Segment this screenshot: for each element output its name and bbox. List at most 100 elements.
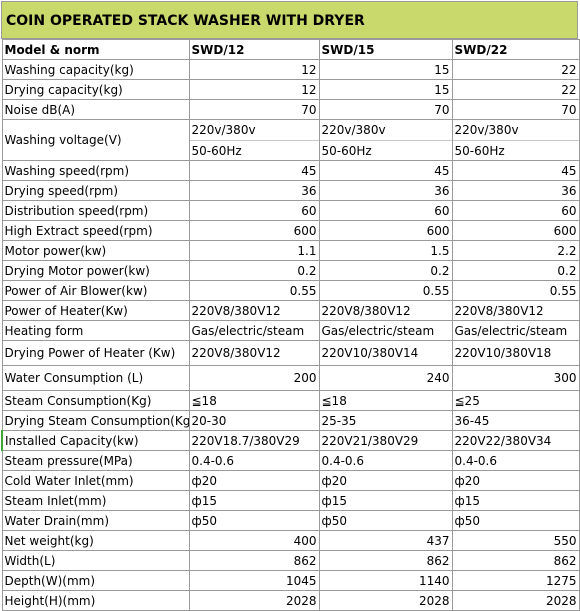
row-label: Steam pressure(MPa) bbox=[1, 450, 190, 471]
row-value: 0.55 bbox=[318, 280, 453, 301]
row-value: 70 bbox=[318, 99, 453, 120]
table-row: Drying Steam Consumption(Kg) 20-30 25-35 36… bbox=[1, 410, 580, 431]
row-value: 70 bbox=[451, 99, 580, 120]
row-label: Washing speed(rpm) bbox=[1, 160, 190, 181]
row-value: 25-35 bbox=[318, 410, 453, 431]
row-label: Depth(W)(mm) bbox=[1, 570, 190, 591]
table-row: Drying speed(rpm) 36 36 36 bbox=[1, 180, 580, 201]
row-value: 220V10/380V18 bbox=[451, 340, 580, 366]
row-value: ≦18 bbox=[318, 390, 453, 411]
row-value: 1275 bbox=[451, 570, 580, 591]
row-value: ≦25 bbox=[451, 390, 580, 411]
row-value: 1045 bbox=[188, 570, 320, 591]
table-row: High Extract speed(rpm) 600 600 600 bbox=[1, 220, 580, 241]
row-value: 0.4-0.6 bbox=[318, 450, 453, 471]
row-value: 600 bbox=[451, 220, 580, 241]
row-value-line: 50-60Hz bbox=[320, 140, 451, 160]
row-value: 36-45 bbox=[451, 410, 580, 431]
table-row: Steam pressure(MPa) 0.4-0.6 0.4-0.6 0.4-0.6 bbox=[1, 450, 580, 471]
table-row: Washing speed(rpm) 45 45 45 bbox=[1, 160, 580, 181]
row-value: 36 bbox=[188, 180, 320, 201]
row-value: 22 bbox=[451, 79, 580, 100]
row-value: ф15 bbox=[318, 490, 453, 511]
row-label: Water Drain(mm) bbox=[1, 510, 190, 531]
row-value-line: 50-60Hz bbox=[453, 140, 578, 160]
row-label: Width(L) bbox=[1, 550, 190, 571]
table-header-row: Model & norm SWD/12 SWD/15 SWD/22 bbox=[1, 39, 580, 60]
row-label: Drying capacity(kg) bbox=[1, 79, 190, 100]
table-row: Steam Consumption(Kg) ≦18 ≦18 ≦25 bbox=[1, 390, 580, 411]
row-value: 220V22/380V34 bbox=[451, 430, 580, 451]
row-value: 220V8/380V12 bbox=[318, 300, 453, 321]
row-value: 220V8/380V12 bbox=[188, 340, 320, 366]
row-value: 12 bbox=[188, 59, 320, 80]
row-value: 70 bbox=[188, 99, 320, 120]
row-value: 60 bbox=[188, 200, 320, 221]
row-label: Drying speed(rpm) bbox=[1, 180, 190, 201]
row-label: Steam Inlet(mm) bbox=[1, 490, 190, 511]
row-value: 15 bbox=[318, 59, 453, 80]
table-row: Heating form Gas/electric/steam Gas/electr… bbox=[1, 320, 580, 341]
row-value: 200 bbox=[188, 365, 320, 391]
row-label: Height(H)(mm) bbox=[1, 590, 190, 611]
row-value: 2028 bbox=[451, 590, 580, 611]
row-label: Water Consumption (L) bbox=[1, 365, 190, 391]
row-label: Net weight(kg) bbox=[1, 530, 190, 551]
table-row: Drying capacity(kg) 12 15 22 bbox=[1, 79, 580, 100]
row-value: ф20 bbox=[451, 470, 580, 491]
row-label: Motor power(kw) bbox=[1, 240, 190, 261]
sheet-title: COIN OPERATED STACK WASHER WITH DRYER bbox=[1, 1, 578, 39]
row-value: 20-30 bbox=[188, 410, 320, 431]
row-value: Gas/electric/steam bbox=[451, 320, 580, 341]
table-row: Drying Motor power(kw) 0.2 0.2 0.2 bbox=[1, 260, 580, 281]
row-value: 0.55 bbox=[451, 280, 580, 301]
table-row: Power of Heater(Kw) 220V8/380V12 220V8/380… bbox=[1, 300, 580, 321]
row-value: 862 bbox=[451, 550, 580, 571]
row-value: 2.2 bbox=[451, 240, 580, 261]
row-value: 220v/380v 50-60Hz bbox=[188, 119, 320, 161]
row-value-line: 220v/380v bbox=[321, 123, 386, 137]
row-value: 600 bbox=[318, 220, 453, 241]
row-value: 12 bbox=[188, 79, 320, 100]
row-value: 437 bbox=[318, 530, 453, 551]
row-label: Power of Air Blower(kw) bbox=[1, 280, 190, 301]
row-value: 220v/380v 50-60Hz bbox=[318, 119, 453, 161]
table-row: Washing capacity(kg) 12 15 22 bbox=[1, 59, 580, 80]
row-value: 2028 bbox=[188, 590, 320, 611]
row-value: 300 bbox=[451, 365, 580, 391]
row-value: 15 bbox=[318, 79, 453, 100]
header-cell-swd12: SWD/12 bbox=[188, 39, 320, 60]
row-value: ≦18 bbox=[188, 390, 320, 411]
row-value: 36 bbox=[318, 180, 453, 201]
row-value: 60 bbox=[318, 200, 453, 221]
row-value: 45 bbox=[451, 160, 580, 181]
row-value: ф50 bbox=[318, 510, 453, 531]
row-value: 2028 bbox=[318, 590, 453, 611]
row-value: 862 bbox=[318, 550, 453, 571]
table-row: Cold Water Inlet(mm) ф20 ф20 ф20 bbox=[1, 470, 580, 491]
table-row: Height(H)(mm) 2028 2028 2028 bbox=[1, 590, 580, 611]
row-value: 45 bbox=[188, 160, 320, 181]
table-row: Washing voltage(V) 220v/380v 50-60Hz 220v/3… bbox=[1, 119, 580, 161]
row-value: 220V10/380V14 bbox=[318, 340, 453, 366]
row-value-line: 220v/380v bbox=[454, 123, 519, 137]
row-value: Gas/electric/steam bbox=[318, 320, 453, 341]
row-label: Noise dB(A) bbox=[1, 99, 190, 120]
row-label: High Extract speed(rpm) bbox=[1, 220, 190, 241]
row-label: Power of Heater(Kw) bbox=[1, 300, 190, 321]
row-value-line: 50-60Hz bbox=[190, 140, 318, 160]
row-value: 600 bbox=[188, 220, 320, 241]
header-cell-swd15: SWD/15 bbox=[318, 39, 453, 60]
row-label: Heating form bbox=[1, 320, 190, 341]
row-value: 1140 bbox=[318, 570, 453, 591]
row-label: Distribution speed(rpm) bbox=[1, 200, 190, 221]
row-value: 60 bbox=[451, 200, 580, 221]
row-value: 240 bbox=[318, 365, 453, 391]
row-value: 0.2 bbox=[318, 260, 453, 281]
row-value: ф50 bbox=[451, 510, 580, 531]
table-row: Water Drain(mm) ф50 ф50 ф50 bbox=[1, 510, 580, 531]
table-row: Noise dB(A) 70 70 70 bbox=[1, 99, 580, 120]
row-label: Drying Motor power(kw) bbox=[1, 260, 190, 281]
row-value: 220V21/380V29 bbox=[318, 430, 453, 451]
